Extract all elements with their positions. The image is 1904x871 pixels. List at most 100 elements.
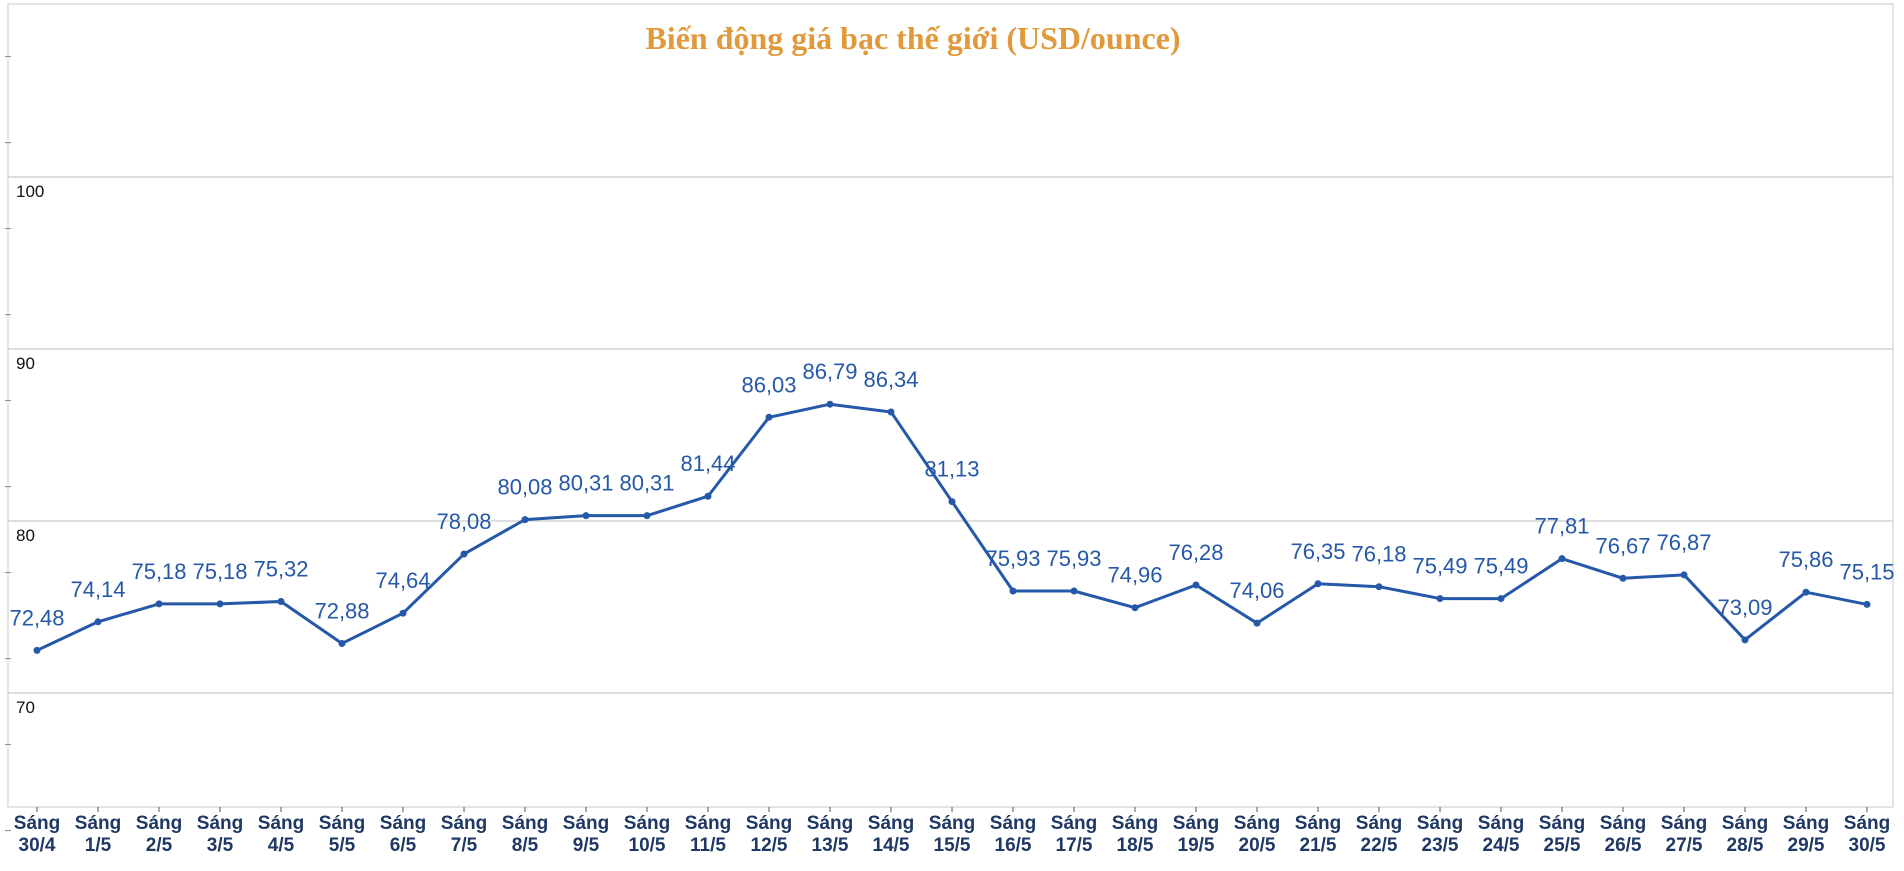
data-label: 80,08: [497, 475, 552, 500]
data-label: 81,44: [680, 451, 735, 476]
x-tick-label: 26/5: [1605, 835, 1642, 856]
data-point: [1070, 587, 1078, 595]
data-label: 76,35: [1290, 539, 1345, 564]
data-point: [1497, 595, 1505, 603]
data-point: [33, 646, 41, 654]
x-tick-label: Sáng: [258, 813, 304, 834]
x-tick-label: Sáng: [1173, 813, 1219, 834]
data-point: [1436, 595, 1444, 603]
x-tick-label: 16/5: [995, 835, 1032, 856]
y-tick-label-100: 100: [16, 182, 44, 201]
data-point: [1375, 583, 1383, 591]
data-label: 77,81: [1534, 514, 1589, 539]
x-tick-label: 14/5: [873, 835, 910, 856]
x-tick-label: Sáng: [1417, 813, 1463, 834]
x-tick-label: Sáng: [1600, 813, 1646, 834]
data-point: [765, 413, 773, 421]
x-tick-label: 15/5: [934, 835, 971, 856]
data-label: 75,93: [1046, 546, 1101, 571]
data-point: [1131, 604, 1139, 612]
data-label: 73,09: [1717, 595, 1772, 620]
chart-title: Biến động giá bạc thế giới (USD/ounce): [645, 20, 1180, 56]
x-tick-labels: Sáng30/4Sáng1/5Sáng2/5Sáng3/5Sáng4/5Sáng…: [14, 813, 1890, 856]
x-tick-label: Sáng: [380, 813, 426, 834]
x-tick-label: Sáng: [136, 813, 182, 834]
x-tick-label: Sáng: [624, 813, 670, 834]
x-tick-label: Sáng: [441, 813, 487, 834]
data-label: 81,13: [924, 457, 979, 482]
x-tick-label: Sáng: [563, 813, 609, 834]
x-tick-label: Sáng: [1661, 813, 1707, 834]
data-label: 76,87: [1656, 530, 1711, 555]
x-tick-label: 20/5: [1239, 835, 1276, 856]
data-label: 74,06: [1229, 578, 1284, 603]
y-tick-label-80: 80: [16, 526, 35, 545]
x-tick-label: Sáng: [1844, 813, 1890, 834]
x-tick-label: Sáng: [1356, 813, 1402, 834]
data-point: [216, 600, 224, 608]
data-point: [277, 597, 285, 605]
x-tick-label: 9/5: [573, 835, 600, 856]
data-label: 76,18: [1351, 542, 1406, 567]
x-tick-label: 10/5: [629, 835, 666, 856]
data-label: 80,31: [558, 471, 613, 496]
data-point: [399, 609, 407, 617]
x-tick-label: 2/5: [146, 835, 173, 856]
data-point: [521, 516, 529, 524]
data-point: [948, 498, 956, 506]
x-tick-label: Sáng: [197, 813, 243, 834]
x-tick-label: 22/5: [1361, 835, 1398, 856]
data-point: [1619, 574, 1627, 582]
data-label: 75,49: [1412, 554, 1467, 579]
data-label: 75,15: [1839, 559, 1894, 584]
data-point: [1863, 600, 1871, 608]
x-tick-label: 17/5: [1056, 835, 1093, 856]
data-point: [1009, 587, 1017, 595]
x-tick-label: Sáng: [1478, 813, 1524, 834]
data-points: [33, 400, 1871, 654]
data-label: 76,28: [1168, 540, 1223, 565]
x-tick-label: Sáng: [807, 813, 853, 834]
x-tick-label: Sáng: [685, 813, 731, 834]
data-label: 75,93: [985, 546, 1040, 571]
x-tick-label: 27/5: [1666, 835, 1703, 856]
data-label: 74,96: [1107, 563, 1162, 588]
x-tick-label: Sáng: [502, 813, 548, 834]
data-label: 80,31: [619, 471, 674, 496]
x-tick-label: 6/5: [390, 835, 417, 856]
data-label: 72,48: [9, 605, 64, 630]
y-tick-label-90: 90: [16, 354, 35, 373]
x-tick-label: 29/5: [1788, 835, 1825, 856]
x-tick-label: 19/5: [1178, 835, 1215, 856]
x-tick-label: 21/5: [1300, 835, 1337, 856]
x-tick-label: Sáng: [319, 813, 365, 834]
data-point: [1192, 581, 1200, 589]
x-tick-label: Sáng: [1295, 813, 1341, 834]
data-label: 75,18: [192, 559, 247, 584]
x-tick-label: Sáng: [746, 813, 792, 834]
x-tick-label: 23/5: [1422, 835, 1459, 856]
data-point: [582, 512, 590, 520]
data-label: 86,79: [802, 359, 857, 384]
x-tick-label: 3/5: [207, 835, 234, 856]
plot-frame: [7, 3, 1894, 808]
x-tick-label: Sáng: [1051, 813, 1097, 834]
x-tick-label: 30/4: [19, 835, 56, 856]
data-label: 86,34: [863, 367, 918, 392]
data-label: 75,49: [1473, 554, 1528, 579]
x-tick-label: 8/5: [512, 835, 539, 856]
data-label: 76,67: [1595, 533, 1650, 558]
y-tick-label-70: 70: [16, 698, 35, 717]
x-tick-label: 28/5: [1727, 835, 1764, 856]
data-label: 75,32: [253, 556, 308, 581]
data-point: [887, 408, 895, 416]
data-point: [643, 512, 651, 520]
x-tick-label: Sáng: [1783, 813, 1829, 834]
data-point: [1314, 580, 1322, 588]
x-tick-label: 24/5: [1483, 835, 1520, 856]
data-label: 78,08: [436, 509, 491, 534]
data-point: [1802, 588, 1810, 596]
grid-layer: [5, 3, 1894, 832]
